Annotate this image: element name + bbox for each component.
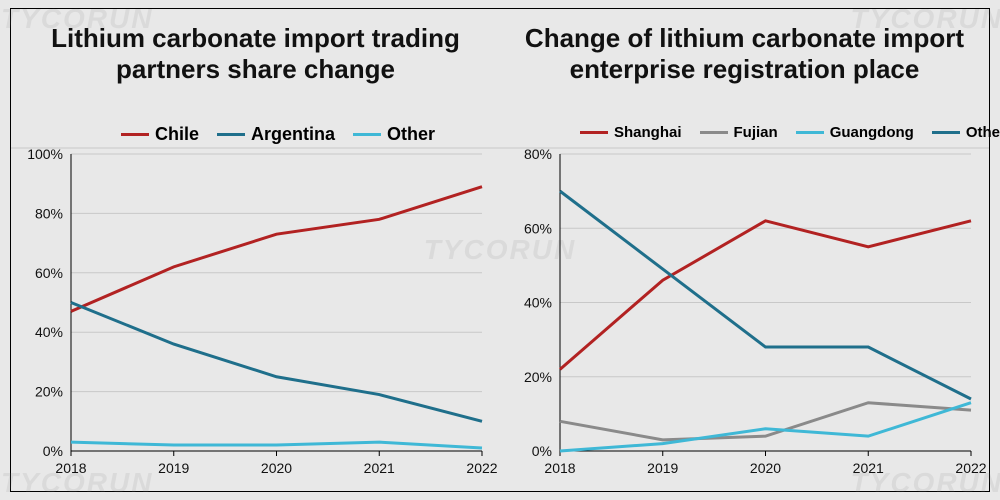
x-tick-label: 2018 bbox=[55, 460, 86, 476]
legend-swatch bbox=[217, 133, 245, 136]
figure-frame: TYCORUN TYCORUN TYCORUN TYCORUN TYCORUN … bbox=[10, 8, 990, 492]
x-tick-label: 2019 bbox=[647, 460, 678, 476]
legend-item: Other bbox=[932, 124, 1000, 141]
series-line bbox=[560, 403, 971, 451]
x-tick-label: 2019 bbox=[158, 460, 189, 476]
left-chart: 0%20%40%60%80%100%20182019202020212022Ch… bbox=[11, 124, 500, 491]
left-chart-title: Lithium carbonate import trading partner… bbox=[11, 9, 500, 91]
series-line bbox=[71, 442, 482, 448]
series-line bbox=[71, 303, 482, 422]
y-tick-label: 80% bbox=[35, 205, 63, 221]
legend-label: Other bbox=[966, 124, 1000, 141]
y-tick-label: 40% bbox=[35, 324, 63, 340]
legend-item: Other bbox=[353, 124, 435, 145]
legend-swatch bbox=[796, 131, 824, 134]
y-tick-label: 0% bbox=[43, 443, 63, 459]
y-tick-label: 0% bbox=[532, 443, 552, 459]
x-tick-label: 2022 bbox=[955, 460, 986, 476]
legend-swatch bbox=[932, 131, 960, 134]
x-tick-label: 2018 bbox=[544, 460, 575, 476]
y-tick-label: 20% bbox=[524, 369, 552, 385]
legend-label: Chile bbox=[155, 124, 199, 145]
legend-label: Guangdong bbox=[830, 124, 914, 141]
right-chart-title: Change of lithium carbonate import enter… bbox=[500, 9, 989, 91]
x-tick-label: 2021 bbox=[364, 460, 395, 476]
chart-svg: 0%20%40%60%80%20182019202020212022 bbox=[500, 124, 989, 491]
legend-item: Chile bbox=[121, 124, 199, 145]
legend-item: Guangdong bbox=[796, 124, 914, 141]
y-tick-label: 60% bbox=[35, 265, 63, 281]
legend-label: Argentina bbox=[251, 124, 335, 145]
titles-row: Lithium carbonate import trading partner… bbox=[11, 9, 989, 91]
legend-swatch bbox=[353, 133, 381, 136]
chart-svg: 0%20%40%60%80%100%20182019202020212022 bbox=[11, 124, 500, 491]
charts-row: 0%20%40%60%80%100%20182019202020212022Ch… bbox=[11, 124, 989, 491]
x-tick-label: 2022 bbox=[466, 460, 497, 476]
x-tick-label: 2020 bbox=[261, 460, 292, 476]
legend-label: Other bbox=[387, 124, 435, 145]
legend-label: Fujian bbox=[734, 124, 778, 141]
x-tick-label: 2020 bbox=[750, 460, 781, 476]
y-tick-label: 40% bbox=[524, 295, 552, 311]
legend-item: Shanghai bbox=[580, 124, 682, 141]
series-line bbox=[71, 187, 482, 312]
legend-swatch bbox=[580, 131, 608, 134]
chart-legend: Chile Argentina Other bbox=[121, 124, 435, 145]
y-tick-label: 20% bbox=[35, 384, 63, 400]
y-tick-label: 60% bbox=[524, 220, 552, 236]
legend-item: Argentina bbox=[217, 124, 335, 145]
right-chart: 0%20%40%60%80%20182019202020212022Shangh… bbox=[500, 124, 989, 491]
chart-legend: Shanghai Fujian Guangdong Other bbox=[580, 124, 1000, 141]
x-tick-label: 2021 bbox=[853, 460, 884, 476]
legend-swatch bbox=[700, 131, 728, 134]
legend-label: Shanghai bbox=[614, 124, 682, 141]
legend-item: Fujian bbox=[700, 124, 778, 141]
legend-swatch bbox=[121, 133, 149, 136]
